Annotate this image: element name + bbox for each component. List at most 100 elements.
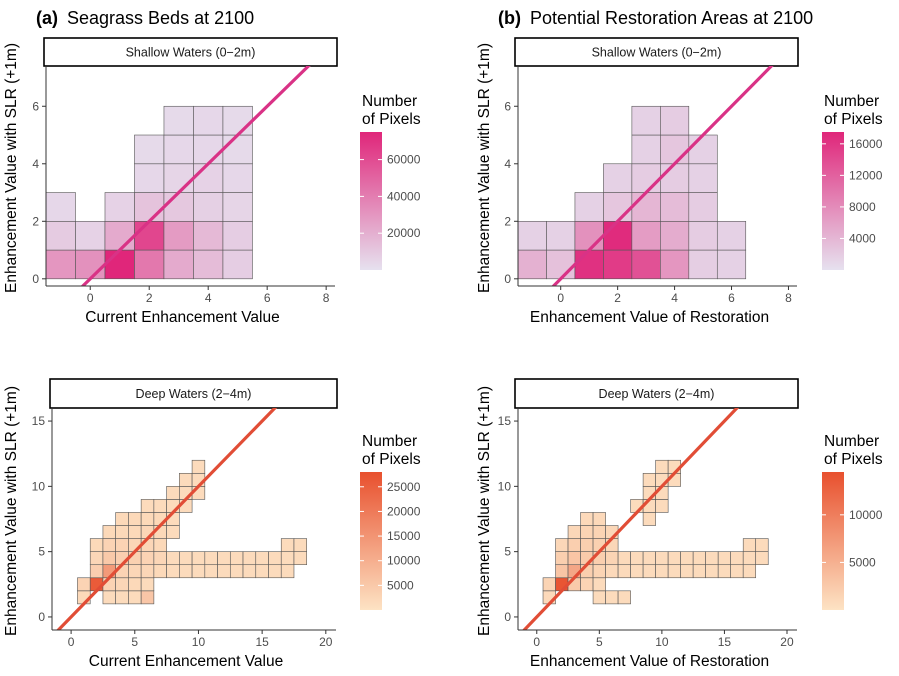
x-tick-label: 4: [205, 291, 212, 305]
heatmap-cell: [128, 577, 142, 592]
heatmap-cell: [655, 459, 669, 474]
heatmap-cell: [660, 163, 690, 193]
x-axis-label: Enhancement Value of Restoration: [530, 653, 769, 670]
heatmap-cell: [742, 538, 757, 552]
heatmap-cell: [518, 220, 547, 251]
heatmap-cell: [605, 564, 619, 579]
heatmap-cell: [268, 564, 282, 579]
heatmap-cell: [293, 551, 308, 566]
heatmap-cell: [642, 551, 656, 566]
legend-title-line: Number: [362, 93, 417, 110]
heatmap-cell: [631, 249, 661, 280]
heatmap-cell: [153, 499, 167, 513]
y-tick-label: 0: [38, 610, 45, 624]
y-tick-label: 0: [504, 272, 511, 286]
heatmap-cell: [102, 590, 116, 605]
heatmap-cell: [688, 192, 718, 222]
heatmap-cell: [102, 551, 116, 566]
chart-a-shallow: Shallow Waters (0−2m) 0 2 4 6 8 0 2 4 6 Current En…: [3, 37, 421, 326]
heatmap-cell: [617, 564, 631, 579]
heatmap-cell: [193, 163, 224, 193]
heatmap-cell: [222, 163, 253, 193]
heatmap-cell: [115, 525, 129, 539]
heatmap-cell: [75, 249, 106, 280]
heatmap-cell: [688, 220, 718, 251]
heatmap-cell: [705, 551, 719, 566]
heatmap-cell: [605, 590, 619, 605]
heatmap-cell: [134, 220, 165, 251]
y-tick-label: 10: [498, 479, 512, 493]
heatmap-cell: [603, 220, 633, 251]
legend-title-line: of Pixels: [362, 451, 421, 468]
heatmap-cell: [204, 564, 218, 579]
heatmap-cell: [592, 525, 606, 539]
y-axis-label: Enhancement Value with SLR (+1m): [476, 386, 493, 636]
heatmap-cell: [716, 249, 747, 280]
heatmap-cell: [580, 525, 594, 539]
heatmap-cell: [642, 472, 656, 487]
heatmap-cell: [163, 249, 194, 280]
heatmap-cell: [574, 249, 604, 280]
heatmap-cell: [179, 472, 193, 487]
reference-line: [522, 408, 740, 630]
heatmap-cell: [193, 249, 224, 280]
y-tick-label: 5: [504, 545, 511, 559]
heatmap-cell: [655, 564, 669, 579]
heatmap-cell: [163, 163, 194, 193]
reference-line-group: [551, 66, 774, 286]
heatmap-cell: [680, 564, 694, 579]
facet-strip-label: Deep Waters (2−4m): [136, 387, 252, 401]
heatmap-cell: [603, 249, 633, 280]
y-axis-label: Enhancement Value with SLR (+1m): [476, 43, 493, 293]
heatmap-cell: [567, 525, 581, 539]
heatmap-cell: [222, 220, 253, 251]
heatmap-cell: [193, 192, 224, 222]
heatmap-cell: [742, 551, 757, 566]
heatmap-cell: [655, 499, 669, 513]
chart-a-deep: Deep Waters (2−4m) 0 5 10 15 20 0 5 10 15 Current …: [3, 378, 421, 670]
reference-line: [80, 66, 311, 286]
heatmap-cell: [153, 538, 167, 552]
heatmap-cell: [617, 551, 631, 566]
heatmap-cell: [102, 525, 116, 539]
heatmap-cell: [280, 551, 295, 566]
x-tick-label: 5: [596, 635, 603, 649]
x-tick-label: 0: [533, 635, 540, 649]
heatmap-cell: [518, 249, 547, 280]
x-tick-label: 20: [319, 635, 333, 649]
heatmap-cells: [542, 459, 769, 605]
heatmap-cell: [280, 564, 295, 579]
heatmap-cell: [667, 551, 681, 566]
heatmap-cell: [191, 551, 206, 566]
x-axis-label: Enhancement Value of Restoration: [530, 309, 769, 326]
heatmap-cell: [140, 499, 155, 513]
heatmap-cell: [179, 551, 193, 566]
y-tick-label: 2: [504, 214, 511, 228]
heatmap-cell: [755, 551, 769, 566]
y-axis-label: Enhancement Value with SLR (+1m): [3, 43, 20, 293]
x-axis-label: Current Enhancement Value: [89, 653, 283, 670]
heatmap-cell: [692, 551, 706, 566]
heatmap-cell: [660, 249, 690, 280]
y-tick-label: 10: [32, 479, 46, 493]
x-tick-label: 8: [323, 291, 330, 305]
heatmap-cell: [104, 220, 135, 251]
legend-tick-label: 16000: [849, 137, 883, 151]
y-tick-label: 15: [32, 414, 46, 428]
heatmap-cell: [134, 249, 165, 280]
legend-tick-label: 5000: [387, 578, 414, 592]
heatmap-cell: [592, 590, 606, 605]
legend-tick-label: 10000: [849, 508, 883, 522]
heatmap-cell: [660, 192, 690, 222]
heatmap-cell: [630, 551, 644, 566]
legend-title-line: Number: [362, 433, 417, 450]
heatmap-cell: [102, 538, 116, 552]
x-tick-label: 10: [192, 635, 206, 649]
legend-title-line: Number: [824, 93, 879, 110]
heatmap-cell: [717, 551, 731, 566]
heatmap-cell: [46, 220, 76, 251]
heatmap-cell: [115, 538, 129, 552]
heatmap-cell: [680, 551, 694, 566]
